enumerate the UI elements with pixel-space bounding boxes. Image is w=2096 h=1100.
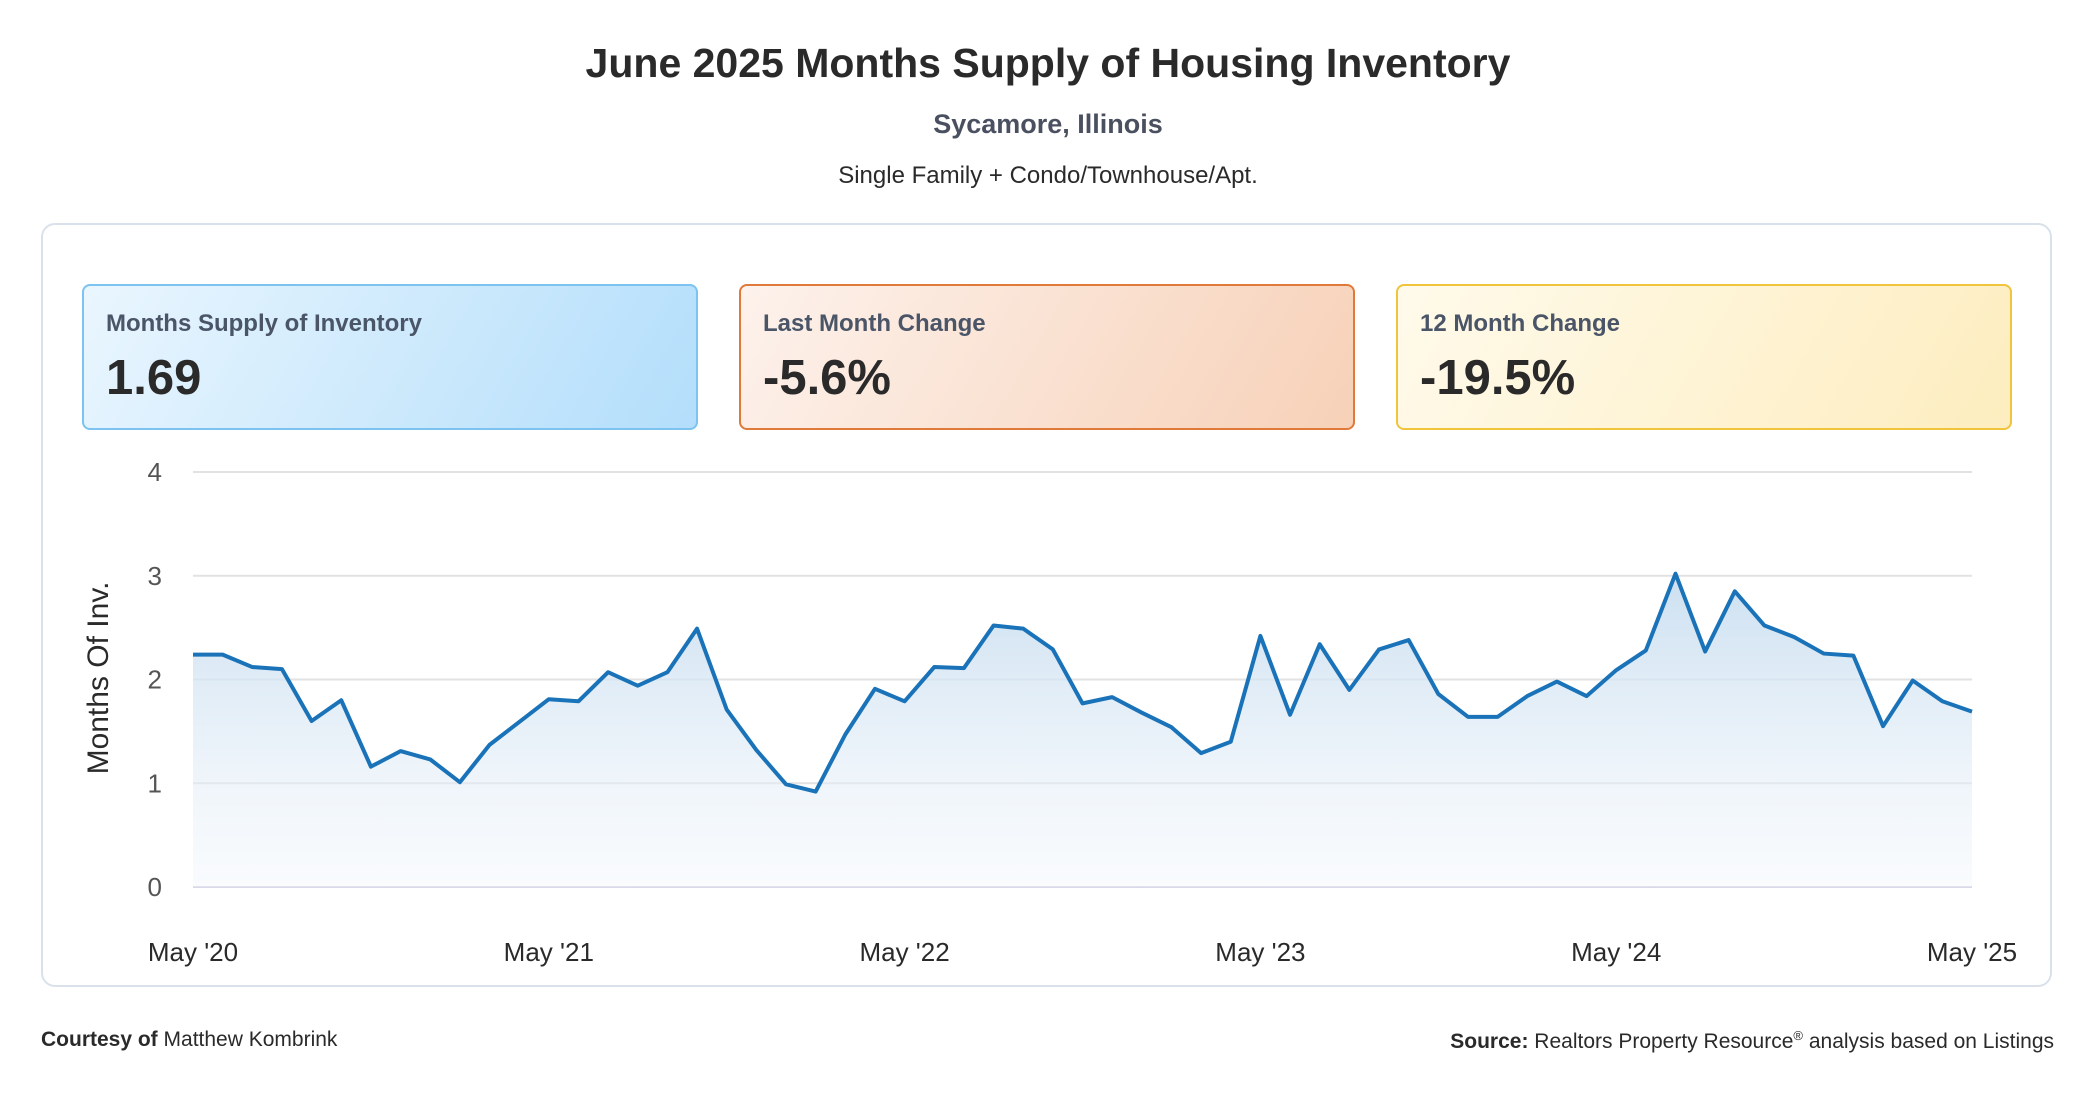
courtesy-name: Matthew Kombrink <box>163 1028 338 1051</box>
x-tick-label: May '20 <box>148 937 238 967</box>
kpi-last-month-change: Last Month Change -5.6% <box>739 284 1355 430</box>
kpi-twelve-month-change-label: 12 Month Change <box>1420 310 1621 337</box>
source-label: Source: <box>1450 1030 1529 1053</box>
courtesy-label: Courtesy of <box>41 1028 158 1051</box>
footer-source: Source: Realtors Property Resource® anal… <box>1450 1028 2054 1054</box>
y-tick-label: 2 <box>148 665 162 695</box>
source-text-2: analysis based on Listings <box>1808 1030 2054 1053</box>
y-tick-label: 3 <box>148 561 162 591</box>
y-axis-ticks: 0 1 2 3 4 <box>148 457 162 902</box>
kpi-last-month-change-value: -5.6% <box>763 351 892 405</box>
registered-mark: ® <box>1793 1028 1803 1043</box>
series-area <box>193 573 1972 887</box>
kpi-months-supply-label: Months Supply of Inventory <box>106 310 422 337</box>
footer-courtesy: Courtesy of Matthew Kombrink <box>41 1028 337 1052</box>
property-types-subtitle: Single Family + Condo/Townhouse/Apt. <box>838 162 1258 189</box>
x-axis-ticks: May '20 May '21 May '22 May '23 May '24 May '… <box>148 937 2017 967</box>
kpi-months-supply: Months Supply of Inventory 1.69 <box>82 284 698 430</box>
x-tick-label: May '21 <box>504 937 594 967</box>
x-tick-label: May '23 <box>1215 937 1305 967</box>
x-tick-label: May '25 <box>1927 937 2017 967</box>
chart-header: June 2025 Months Supply of Housing Inven… <box>0 40 2096 190</box>
location-subtitle: Sycamore, Illinois <box>933 109 1163 139</box>
y-tick-label: 0 <box>148 872 162 902</box>
y-tick-label: 4 <box>148 457 162 487</box>
x-tick-label: May '22 <box>859 937 949 967</box>
y-tick-label: 1 <box>148 768 162 798</box>
page-title: June 2025 Months Supply of Housing Inven… <box>585 40 1511 86</box>
kpi-months-supply-value: 1.69 <box>106 351 202 405</box>
series-line <box>193 571 1973 794</box>
kpi-twelve-month-change-value: -19.5% <box>1420 351 1576 405</box>
x-tick-label: May '24 <box>1571 937 1661 967</box>
kpi-last-month-change-label: Last Month Change <box>763 310 986 337</box>
source-text-1: Realtors Property Resource <box>1534 1030 1794 1053</box>
kpi-twelve-month-change: 12 Month Change -19.5% <box>1396 284 2012 430</box>
y-axis-title: Months Of Inv. <box>82 582 115 775</box>
